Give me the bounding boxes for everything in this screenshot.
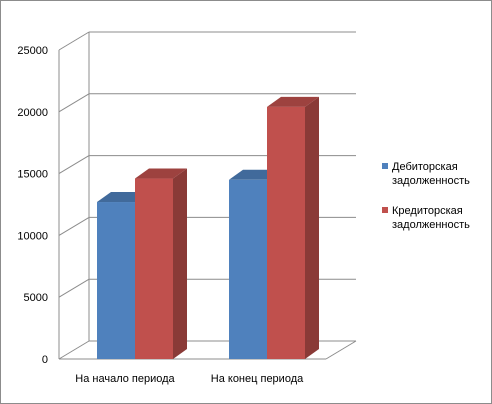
legend-swatch: [382, 207, 388, 213]
wall-gridline: [58, 155, 90, 175]
bar: [267, 96, 319, 359]
bars-layer: [97, 96, 319, 359]
bar-front: [135, 178, 173, 359]
floor-side-edge: [325, 340, 357, 360]
wall-gridline: [58, 31, 90, 51]
y-tick-label: 5000: [24, 292, 48, 304]
legend: Дебиторская задолженность Кредиторская задо…: [382, 161, 470, 231]
bar-top: [267, 96, 319, 107]
x-tick-label: На конец периода: [211, 373, 304, 385]
legend-label: Кредиторская задолженность: [392, 205, 470, 231]
x-tick-label: На начало периода: [75, 373, 175, 385]
y-tick-label: 10000: [17, 230, 48, 242]
y-tick-label: 20000: [17, 107, 48, 119]
y-tick-label: 15000: [17, 169, 48, 181]
wall-gridline: [58, 216, 90, 236]
labels-layer: 0 5000 10000 15000 20000 25000 На начало перио…: [17, 45, 304, 385]
y-tick-label: 0: [42, 354, 48, 366]
bar-front: [267, 106, 305, 359]
bar: [135, 168, 187, 359]
bar-front: [97, 202, 135, 359]
bar-side: [305, 96, 319, 359]
bar-front: [229, 179, 267, 359]
legend-swatch: [382, 163, 388, 169]
bar-side: [173, 168, 187, 359]
legend-label: Дебиторская задолженность: [392, 161, 470, 187]
wall-gridline: [58, 340, 90, 360]
bar-top: [135, 168, 187, 179]
wall-gridline: [58, 93, 90, 113]
wall-gridline: [58, 278, 90, 298]
y-tick-label: 25000: [17, 45, 48, 57]
